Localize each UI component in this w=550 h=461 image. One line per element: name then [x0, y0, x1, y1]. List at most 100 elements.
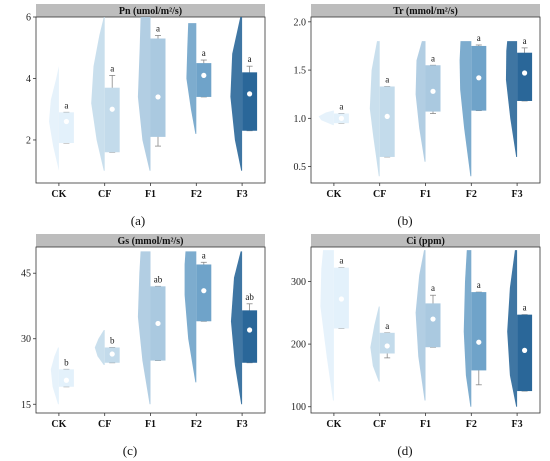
mean-dot-ck — [63, 377, 69, 383]
sig-letter-f3: a — [248, 54, 252, 64]
panel-label-a: (a) — [130, 213, 146, 228]
panel-label-b: (b) — [397, 213, 413, 228]
chart-panel-pn: Pn (umol/m²/s) 2 4 6 CK a CF a F1 a F2 a F3 a (a) — [0, 0, 275, 230]
box-f2 — [471, 292, 487, 371]
sig-letter-f2: a — [477, 33, 481, 43]
violin-f2 — [186, 23, 197, 134]
box-f3 — [242, 310, 258, 363]
mean-dot-cf — [384, 343, 390, 349]
mean-dot-cf — [384, 113, 390, 120]
box-f3 — [517, 52, 533, 101]
sig-letter-f3: a — [523, 36, 527, 46]
box-cf — [379, 86, 395, 157]
sig-letter-f2: a — [202, 250, 206, 260]
mean-dot-f2 — [476, 75, 482, 81]
mean-dot-cf — [109, 351, 115, 357]
mean-dot-f1 — [430, 88, 436, 94]
y-tick-label: 1.0 — [294, 114, 307, 125]
box-f3 — [242, 72, 258, 131]
chart-tr-svg: Tr (mmol/m²/s) 0.5 1.0 1.5 2.0 CK a CF a F1 a F2 a F3… — [294, 4, 541, 200]
sig-letter-ck: a — [64, 100, 68, 110]
box-f1 — [425, 65, 441, 112]
sig-letter-ck: a — [339, 102, 343, 112]
box-f1 — [425, 303, 441, 348]
y-tick-label: 6 — [26, 13, 31, 24]
sig-letter-ck: a — [339, 256, 343, 266]
x-tick-label: CF — [373, 189, 386, 200]
violin-f3 — [230, 17, 243, 171]
y-tick-label: 100 — [291, 402, 306, 413]
sig-letter-cf: a — [385, 74, 389, 84]
panel-label-d: (d) — [397, 443, 413, 458]
violin-f3 — [230, 251, 243, 405]
sig-letter-f1: ab — [154, 274, 163, 284]
chart-title-bar — [36, 234, 265, 247]
y-tick-label: 30 — [21, 334, 31, 345]
mean-dot-f2 — [201, 72, 207, 79]
x-tick-label: F1 — [145, 419, 156, 430]
x-tick-label: F1 — [420, 419, 431, 430]
sig-letter-cf: b — [110, 335, 115, 345]
chart-gs-svg: Gs (mmol/m²/s) 15 30 45 CK b CF b F1 ab F2 a F3 ab — [21, 234, 266, 430]
x-tick-label: F2 — [466, 189, 477, 200]
sig-letter-f3: ab — [245, 292, 254, 302]
violin-f2 — [459, 41, 472, 177]
mean-dot-f1 — [155, 94, 161, 100]
violin-cf — [91, 17, 105, 171]
box-cf — [379, 332, 395, 354]
x-tick-label: CF — [98, 419, 111, 430]
chart-title-bar — [36, 4, 265, 17]
x-tick-label: CK — [326, 419, 341, 430]
chart-title-bar — [311, 4, 540, 17]
sig-letter-f2: a — [477, 280, 481, 290]
violin-ck — [49, 66, 59, 171]
violin-cf — [369, 41, 380, 177]
mean-dot-f3 — [522, 70, 528, 76]
mean-dot-ck — [338, 115, 344, 121]
sig-letter-cf: a — [110, 63, 114, 73]
chart-title: Ci (ppm) — [406, 236, 445, 247]
violin-f1 — [137, 17, 151, 171]
chart-title: Gs (mmol/m²/s) — [117, 236, 183, 247]
sig-letter-f1: a — [431, 53, 435, 63]
mean-dot-f1 — [155, 320, 161, 327]
y-tick-label: 15 — [21, 400, 31, 411]
violin-f3 — [505, 41, 518, 157]
mean-dot-f3 — [522, 347, 528, 353]
mean-dot-cf — [109, 106, 115, 112]
y-tick-label: 45 — [21, 269, 31, 280]
violin-ck — [50, 347, 59, 405]
y-tick-label: 200 — [291, 340, 306, 351]
violin-cf — [370, 306, 380, 382]
chart-pn-svg: Pn (umol/m²/s) 2 4 6 CK a CF a F1 a F2 a F3 a — [26, 4, 266, 200]
box-cf — [104, 87, 120, 153]
y-tick-label: 0.5 — [294, 162, 307, 173]
x-tick-label: CK — [51, 419, 66, 430]
chart-panel-ci: Ci (ppm) 100 200 300 CK a CF a F1 a F2 a F3 a (d) — [275, 230, 550, 461]
sig-letter-f1: a — [156, 23, 160, 33]
x-tick-label: CF — [98, 189, 111, 200]
x-tick-label: CK — [51, 189, 66, 200]
x-tick-label: F3 — [512, 189, 523, 200]
x-tick-label: F3 — [237, 189, 248, 200]
mean-dot-f2 — [476, 339, 482, 345]
violin-ck — [318, 110, 334, 126]
violin-f1 — [137, 251, 151, 405]
mean-dot-f3 — [247, 91, 253, 97]
sig-letter-f2: a — [202, 48, 206, 58]
x-tick-label: F2 — [191, 189, 202, 200]
chart-title: Tr (mmol/m²/s) — [393, 6, 458, 17]
x-tick-label: CK — [326, 189, 341, 200]
y-tick-label: 2.0 — [294, 17, 307, 28]
x-tick-label: F3 — [237, 419, 248, 430]
violin-f1 — [415, 41, 426, 162]
y-tick-label: 1.5 — [294, 66, 307, 77]
mean-dot-f3 — [247, 327, 253, 333]
x-tick-label: CF — [373, 419, 386, 430]
violin-cf — [94, 330, 105, 365]
chart-panel-gs: Gs (mmol/m²/s) 15 30 45 CK b CF b F1 ab F2 a F3 ab (c… — [0, 230, 275, 461]
mean-dot-ck — [63, 118, 69, 125]
x-tick-label: F1 — [145, 189, 156, 200]
violin-f1 — [415, 250, 426, 401]
violin-f2 — [463, 250, 472, 407]
